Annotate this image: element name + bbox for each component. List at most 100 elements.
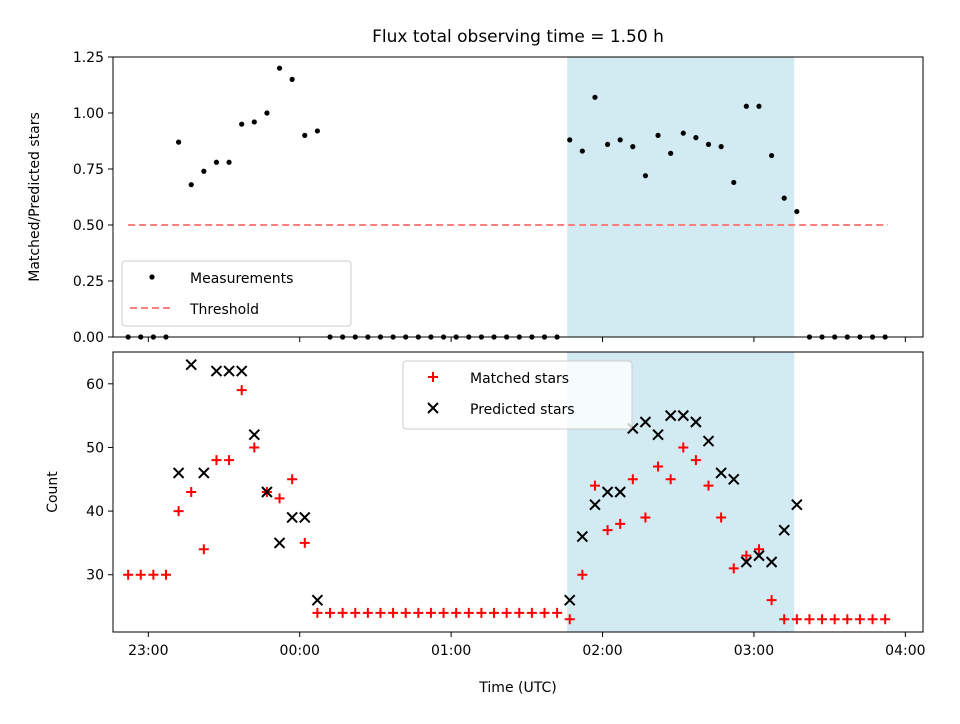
- legend-label: Threshold: [189, 302, 259, 318]
- predicted-point: [235, 365, 248, 377]
- measurement-point: [743, 103, 749, 109]
- matched-point: [198, 544, 209, 555]
- chart-title: Flux total observing time = 1.50 h: [372, 27, 664, 47]
- matched-point: [577, 569, 588, 580]
- measurement-point: [226, 159, 232, 165]
- legend: Matched stars Predicted stars: [402, 360, 633, 430]
- x-tick-label: 00:00: [280, 643, 320, 659]
- matched-point: [451, 607, 462, 618]
- matched-point: [665, 474, 676, 485]
- matched-point: [501, 607, 512, 618]
- matched-point: [350, 607, 361, 618]
- axes-frame: [112, 351, 924, 633]
- x-tick-label: 03:00: [734, 643, 774, 659]
- predicted-point: [740, 556, 753, 568]
- predicted-point: [778, 524, 790, 536]
- legend-box: [121, 260, 352, 327]
- matched-point: [463, 607, 474, 618]
- predicted-point: [614, 486, 626, 498]
- predicted-point: [664, 409, 677, 422]
- matched-point: [438, 607, 449, 618]
- x-axis-label: Time (UTC): [478, 680, 556, 696]
- predicted-point: [273, 537, 286, 549]
- legend: Measurements Threshold: [121, 260, 352, 327]
- matched-point: [160, 569, 171, 580]
- matched-point: [287, 474, 298, 485]
- matched-point: [589, 480, 600, 491]
- matched-point: [400, 607, 411, 618]
- matched-point: [690, 455, 701, 466]
- matched-point: [678, 442, 689, 453]
- y-tick-label: 30: [86, 568, 104, 584]
- matched-point: [653, 461, 664, 472]
- matched-point: [829, 614, 840, 625]
- x-tick-label: 02:00: [582, 643, 622, 659]
- matched-point: [148, 569, 159, 580]
- top-y-axis-label: Matched/Predicted stars: [27, 112, 43, 282]
- matched-point: [211, 455, 222, 466]
- matched-point: [476, 607, 487, 618]
- bottom-y-axis-label: Count: [45, 471, 61, 513]
- matched-point: [173, 506, 184, 517]
- predicted-point: [677, 409, 689, 422]
- x-tick-label: 01:00: [431, 643, 471, 659]
- measurement-point: [201, 168, 207, 174]
- matched-point: [716, 512, 727, 523]
- measurement-point: [188, 182, 194, 188]
- predicted-point: [589, 499, 601, 511]
- predicted-point: [198, 467, 210, 479]
- measurement-point: [251, 119, 257, 125]
- measurement-point: [213, 159, 220, 165]
- matched-point: [867, 614, 878, 625]
- matched-point: [539, 607, 550, 618]
- matched-point: [703, 480, 714, 491]
- matched-point: [779, 614, 790, 625]
- legend-matched-marker: [428, 372, 438, 382]
- matched-point: [489, 607, 500, 618]
- matched-point: [337, 607, 348, 618]
- predicted-point: [690, 416, 702, 428]
- matched-point: [362, 607, 373, 618]
- predicted-point: [564, 594, 576, 606]
- matched-point: [325, 607, 336, 618]
- measurement-point: [642, 173, 649, 179]
- measurement-point: [579, 148, 585, 154]
- matched-point: [375, 607, 386, 618]
- y-tick-label: 50: [86, 440, 104, 456]
- matched-point: [766, 595, 777, 606]
- matched-point: [249, 442, 260, 453]
- matched-point: [186, 487, 197, 497]
- series-predicted-stars: [172, 359, 803, 606]
- matched-point: [123, 569, 134, 580]
- measurement-point: [768, 152, 775, 159]
- predicted-point: [728, 473, 740, 485]
- measurement-point: [289, 76, 295, 82]
- predicted-point: [210, 365, 223, 377]
- measurement-point: [781, 195, 787, 201]
- y-tick-label: 0.50: [73, 218, 104, 234]
- bottom-count-panel: 23:00 00:00 01:00 02:00 03:00 04:00 30 40 50 60 Ma…: [86, 351, 926, 659]
- legend-label: Predicted stars: [470, 402, 575, 418]
- observing-window-span: [567, 57, 795, 337]
- y-tick-label: 0.25: [73, 274, 104, 290]
- matched-point: [388, 607, 399, 618]
- series-matched-stars: [123, 385, 891, 625]
- matched-point: [753, 544, 764, 555]
- y-tick-label: 1.00: [73, 106, 104, 122]
- y-tick-label: 60: [86, 377, 104, 393]
- matched-point: [312, 607, 323, 618]
- legend-box: [402, 360, 633, 430]
- matched-point: [425, 607, 436, 618]
- measurement-point: [731, 179, 737, 186]
- legend-measurement-marker: [149, 274, 155, 280]
- measurement-point: [756, 103, 762, 109]
- predicted-point: [791, 499, 803, 511]
- matched-point: [804, 614, 815, 625]
- legend-predicted-marker: [427, 402, 439, 414]
- predicted-point: [248, 429, 261, 441]
- predicted-point: [311, 594, 324, 606]
- y-tick-label: 40: [86, 504, 104, 520]
- matched-point: [880, 614, 891, 625]
- predicted-point: [299, 511, 311, 524]
